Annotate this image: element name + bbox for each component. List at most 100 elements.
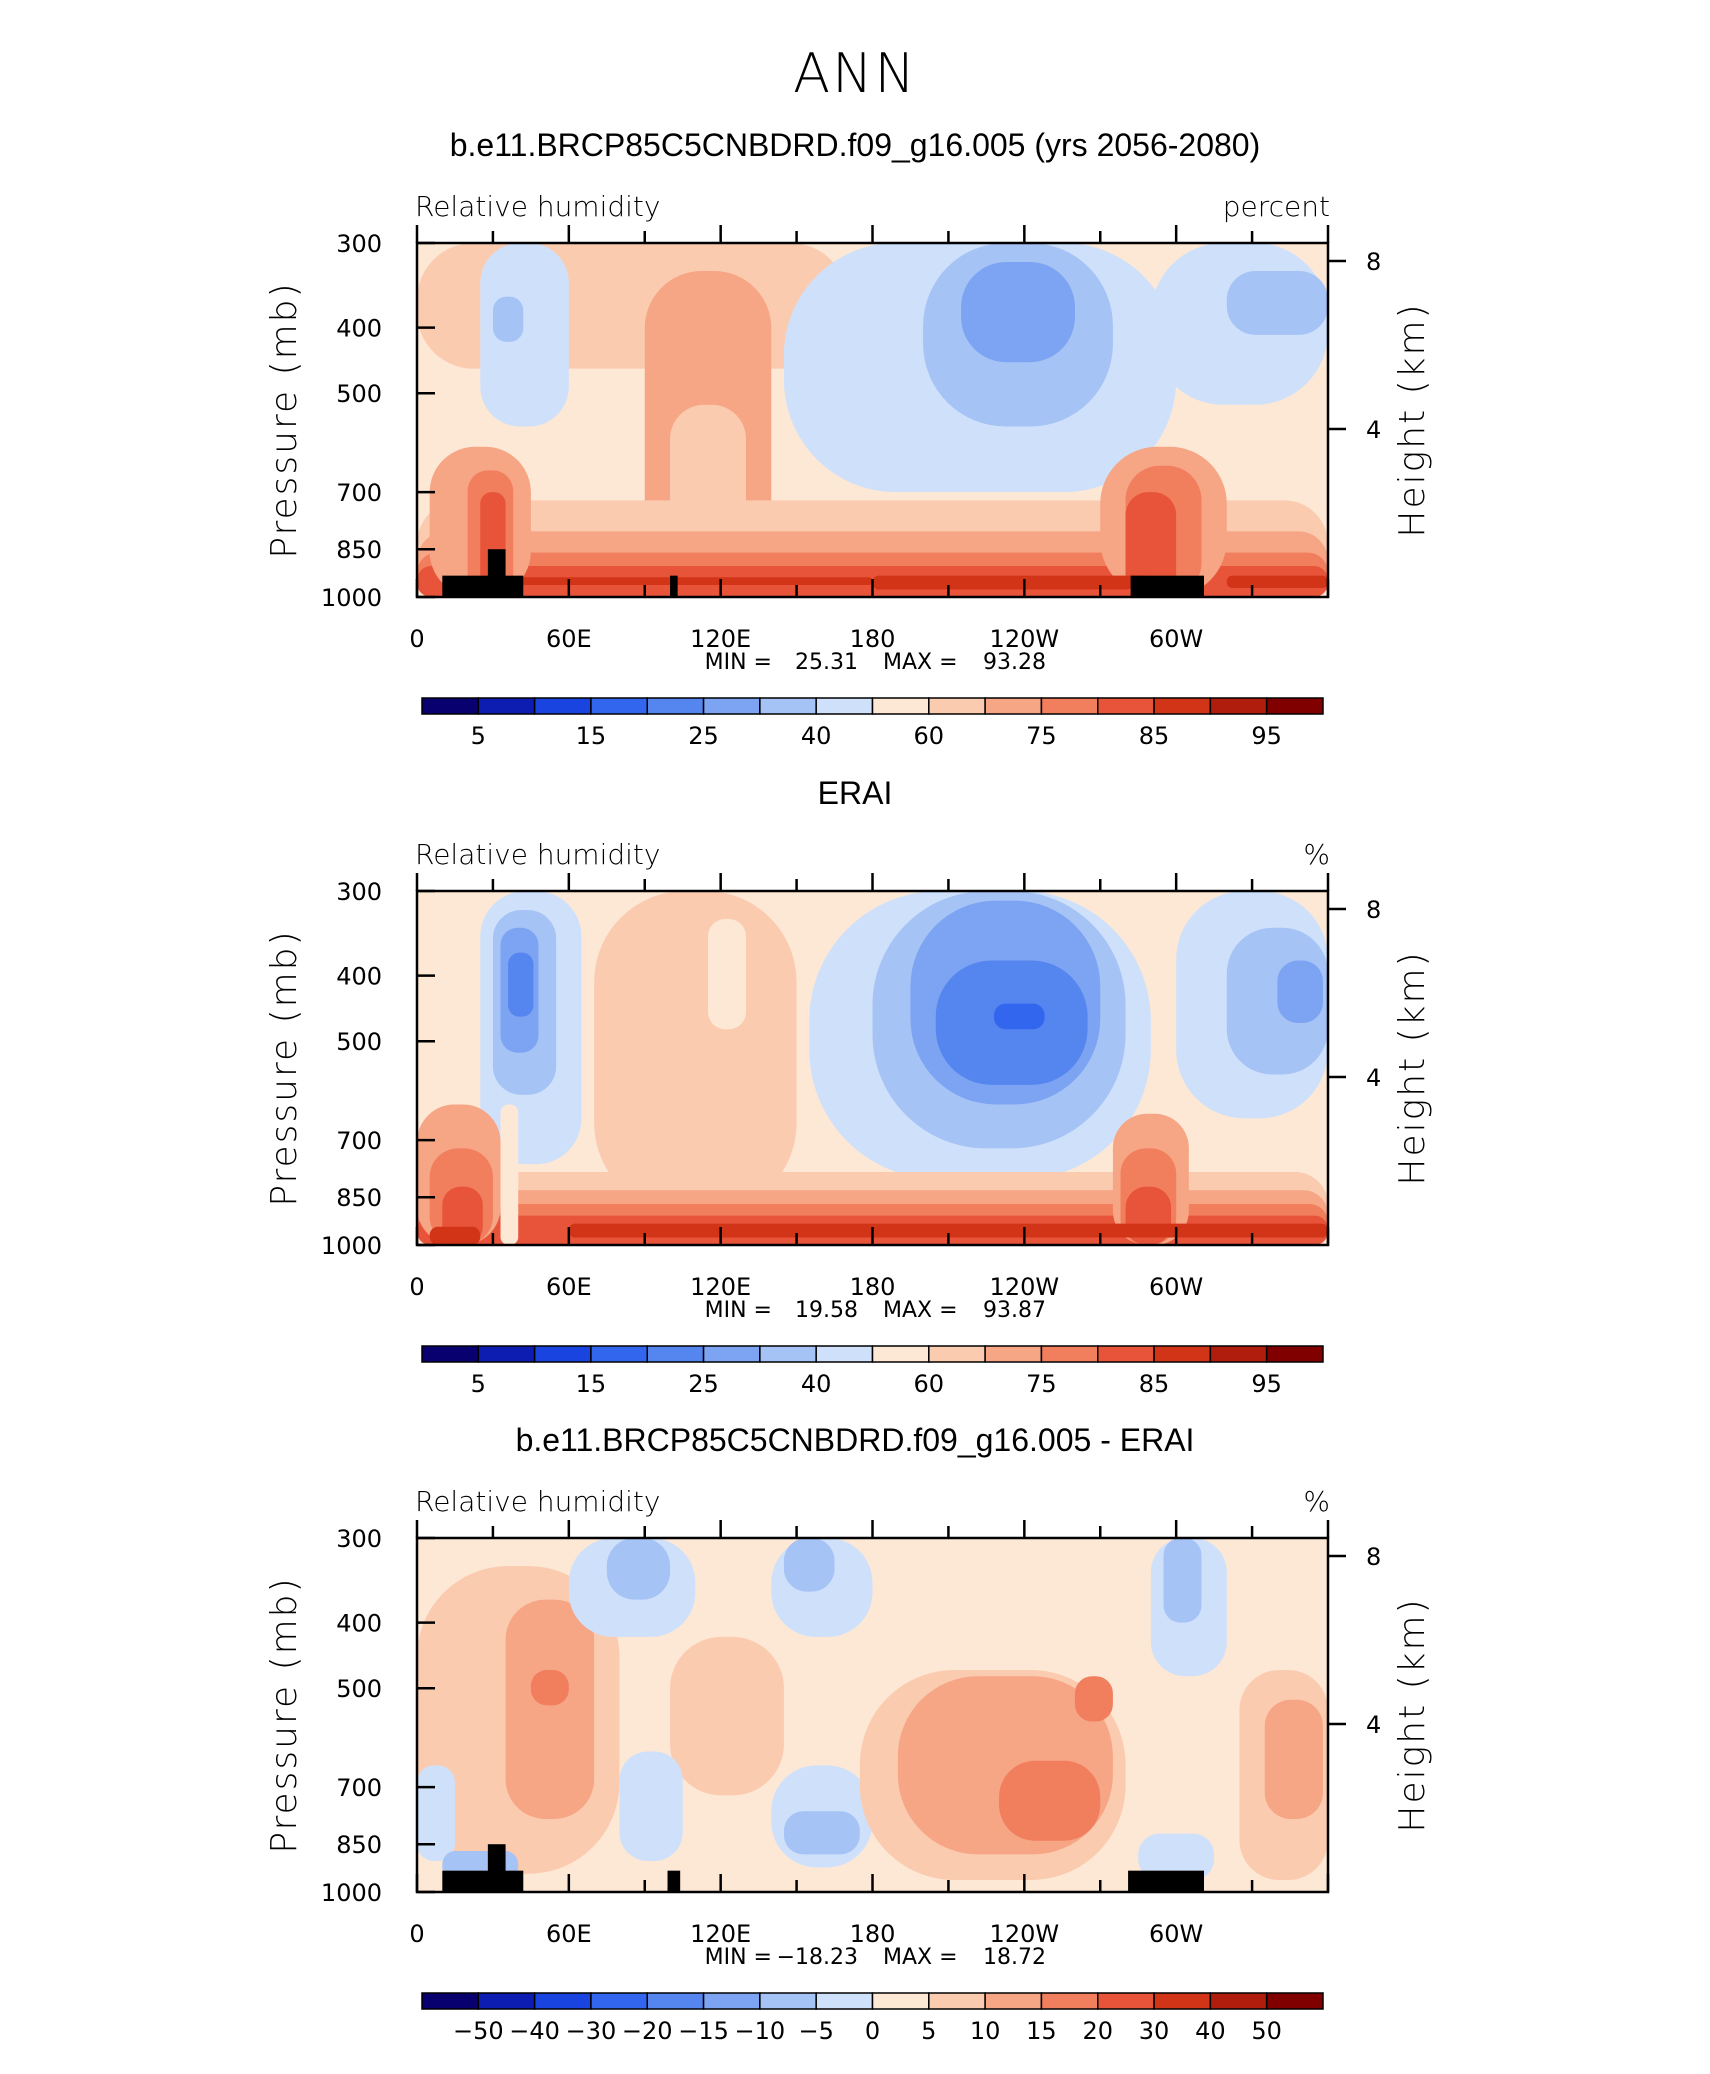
- contour-region: [872, 575, 1151, 590]
- y-tick-label: 300: [336, 878, 382, 906]
- colorbar-box: [984, 697, 1043, 715]
- colorbar-box: [1097, 697, 1155, 715]
- x-tick-label: 120W: [990, 1920, 1060, 1948]
- contour-region: [999, 1760, 1101, 1841]
- terrain-mask: [487, 549, 506, 597]
- colorbar-box: [421, 697, 480, 715]
- contour-region: [961, 261, 1075, 363]
- colorbar-box: [702, 697, 761, 715]
- colorbar-label: 60: [914, 722, 945, 750]
- colorbar-box: [759, 1992, 817, 2010]
- colorbar-label: 85: [1139, 1370, 1170, 1398]
- panel-title: b.e11.BRCP85C5CNBDRD.f09_g16.005 (yrs 20…: [450, 127, 1261, 163]
- contour-region: [708, 919, 746, 1030]
- x-tick-label: 60W: [1149, 1920, 1203, 1948]
- colorbar-box: [1153, 1345, 1212, 1363]
- page-title: ANN: [793, 42, 917, 105]
- colorbar-label: 40: [1195, 2017, 1226, 2045]
- colorbar-box: [421, 1992, 480, 2010]
- y-tick-label: 300: [336, 230, 382, 258]
- colorbar-box: [928, 1992, 986, 2010]
- colorbar-box: [815, 1345, 874, 1363]
- colorbar-box: [871, 1345, 930, 1363]
- colorbar-label: 15: [1026, 2017, 1057, 2045]
- colorbar-box: [815, 1992, 874, 2010]
- colorbar-box: [421, 1345, 480, 1363]
- colorbar-box: [590, 1345, 648, 1363]
- contour-region: [606, 1538, 671, 1600]
- colorbar-box: [1209, 1345, 1268, 1363]
- contour-region: [1074, 1676, 1113, 1722]
- contour-region: [783, 1811, 860, 1855]
- panel-title: ERAI: [818, 775, 893, 811]
- colorbar-label: −20: [622, 2017, 673, 2045]
- colorbar-box: [871, 697, 930, 715]
- min-value: 25.31: [795, 650, 858, 675]
- colorbar-box: [1209, 1992, 1268, 2010]
- colorbar-box: [759, 1345, 817, 1363]
- colorbar-box: [533, 1992, 592, 2010]
- colorbar-label: 40: [801, 1370, 832, 1398]
- colorbar-label: 75: [1026, 722, 1057, 750]
- colorbar-label: −15: [678, 2017, 729, 2045]
- panel-title: b.e11.BRCP85C5CNBDRD.f09_g16.005 - ERAI: [516, 1422, 1195, 1458]
- colorbar: 5 15 25 40 60 75 85 95: [421, 1345, 1324, 1398]
- colorbar: 5 15 25 40 60 75 85 95: [421, 697, 1324, 750]
- contour-region: [783, 1538, 835, 1592]
- min-label: MIN =: [705, 1298, 772, 1323]
- colorbar-label: 75: [1026, 1370, 1057, 1398]
- contour-region: [505, 1599, 595, 1819]
- contour-region: [417, 1765, 455, 1862]
- y-axis-title: Pressure (mb): [264, 1576, 305, 1853]
- colorbar-label: 30: [1139, 2017, 1170, 2045]
- contour-region: [670, 1636, 784, 1796]
- contour-region: [1277, 960, 1323, 1024]
- colorbar-box: [815, 697, 874, 715]
- min-label: MIN =: [705, 1945, 772, 1970]
- colorbar-box: [646, 697, 705, 715]
- colorbar-box: [928, 1345, 986, 1363]
- colorbar-box: [533, 697, 592, 715]
- y-axis-title: Pressure (mb): [264, 281, 305, 558]
- colorbar-label: −30: [566, 2017, 617, 2045]
- colorbar-box: [702, 1992, 761, 2010]
- x-tick-label: 0: [409, 1920, 424, 1948]
- y-tick-label: 700: [336, 1127, 382, 1155]
- contour-region: [1125, 492, 1177, 597]
- contour-region: [429, 1226, 481, 1245]
- colorbar-label: 10: [970, 2017, 1001, 2045]
- contour-region: [619, 1751, 683, 1862]
- contour-region: [1163, 1538, 1202, 1623]
- colorbar-label: 5: [471, 722, 486, 750]
- x-tick-label: 120W: [990, 625, 1060, 653]
- colorbar-box: [1040, 1345, 1099, 1363]
- contour-field: [417, 891, 1328, 1245]
- x-tick-label: 120E: [690, 625, 751, 653]
- colorbar-box: [1153, 1992, 1212, 2010]
- contour-region: [1226, 575, 1328, 589]
- colorbar-label: 95: [1251, 722, 1282, 750]
- terrain-mask: [1130, 575, 1205, 597]
- y-tick-label: 400: [336, 1610, 382, 1638]
- variable-label: Relative humidity: [415, 838, 660, 871]
- y2-tick-label: 8: [1366, 896, 1381, 924]
- y-axis-title: Pressure (mb): [264, 929, 305, 1206]
- variable-label: Relative humidity: [415, 1485, 660, 1518]
- contour-region: [1138, 1833, 1215, 1880]
- contour-region: [594, 891, 797, 1215]
- y-tick-label: 400: [336, 963, 382, 991]
- contour-region: [530, 1670, 569, 1706]
- y-tick-label: 1000: [321, 584, 382, 612]
- x-tick-label: 120W: [990, 1273, 1060, 1301]
- colorbar: −50 −40 −30 −20 −15 −10 −5 0 5 10 15 20 30 40 50: [421, 1992, 1324, 2045]
- contour-region: [518, 577, 873, 585]
- y-tick-label: 500: [336, 380, 382, 408]
- min-label: MIN =: [705, 650, 772, 675]
- colorbar-box: [702, 1345, 761, 1363]
- y2-axis-title: Height (km): [1392, 302, 1433, 537]
- y2-tick-label: 8: [1366, 1543, 1381, 1571]
- colorbar-box: [1209, 697, 1268, 715]
- x-tick-label: 180: [850, 1273, 896, 1301]
- variable-label: Relative humidity: [415, 190, 660, 223]
